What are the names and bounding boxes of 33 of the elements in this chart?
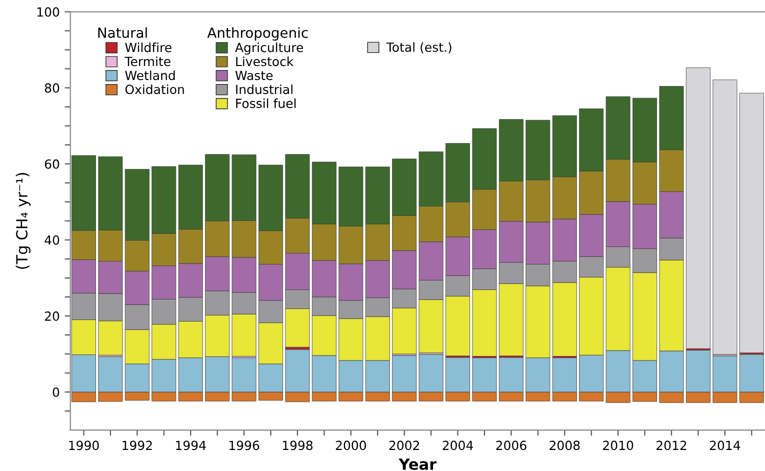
x-tick-label: 1992 [122, 440, 152, 450]
x-tick-label: 1994 [176, 440, 206, 450]
legend-label: Termite [124, 56, 170, 66]
annotation: Natural [98, 27, 147, 38]
x-tick-label: 2008 [550, 440, 580, 450]
x-tick-label: 2004 [442, 440, 473, 450]
x-tick-label: 1996 [230, 440, 260, 450]
y-tick-label: 100 [37, 7, 60, 17]
x-tick-label: 1990 [69, 440, 99, 450]
y-tick-label: 20 [44, 311, 60, 321]
x-tick-label: 2014 [710, 440, 740, 450]
legend-label: Wildfire [125, 42, 172, 52]
y-tick-label: 40 [44, 235, 60, 245]
annotation: Anthropogenic [207, 27, 308, 41]
y-tick-label: 60 [44, 159, 60, 169]
x-tick-label: 1998 [282, 440, 313, 450]
legend-label: Livestock [236, 56, 294, 66]
x-tick-label: 2000 [336, 440, 366, 450]
x-tick-label: 2006 [496, 440, 526, 450]
x-tick-label: 2010 [603, 440, 634, 450]
legend-label: Waste [235, 70, 273, 80]
y-tick-label: 80 [44, 83, 60, 93]
x-axis-title: Year [398, 458, 437, 470]
legend-label: Agriculture [235, 42, 304, 55]
x-tick-label: 2002 [389, 440, 419, 450]
legend-label: Wetland [125, 70, 175, 80]
y-axis-title: (Tg CH₄ yr⁻¹) [16, 172, 31, 269]
legend-label: Industrial [236, 84, 292, 94]
x-tick-label: 2012 [656, 440, 686, 450]
legend-label: Fossil fuel [236, 98, 296, 108]
legend-label: Oxidation [125, 84, 184, 94]
y-tick-label: 0 [52, 387, 60, 397]
legend-label: Total (est.) [386, 42, 452, 54]
